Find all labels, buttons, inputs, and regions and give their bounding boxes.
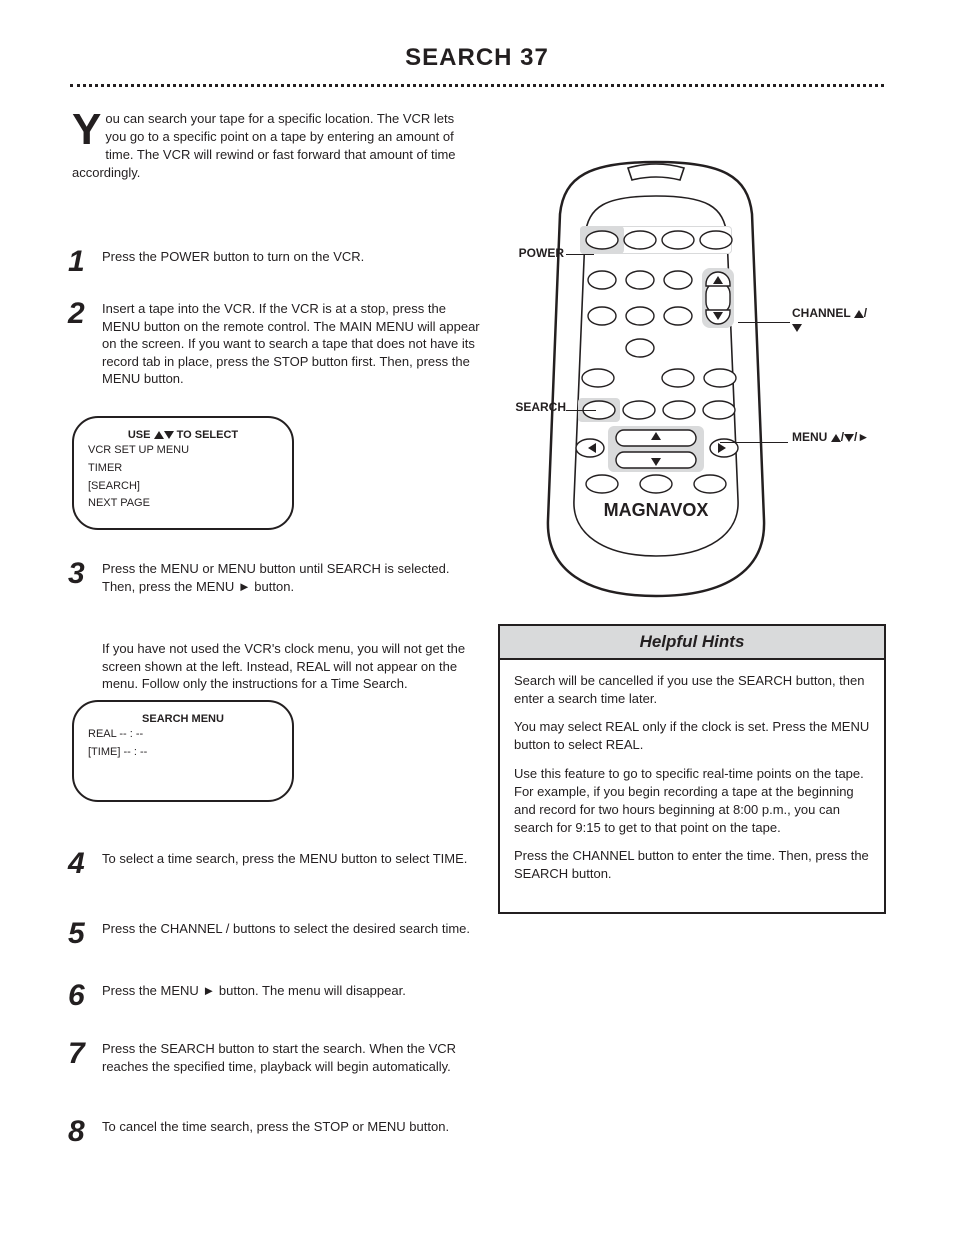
- step-text: Press the POWER button to turn on the VC…: [102, 249, 364, 264]
- bubble2-title: SEARCH MENU: [88, 712, 278, 727]
- callout-channel: CHANNEL /: [792, 306, 872, 334]
- step-4: 4 To select a time search, press the MEN…: [102, 850, 484, 868]
- bubble1-line2: TIMER: [88, 461, 278, 476]
- step-number: 4: [68, 844, 85, 885]
- triangle-up-icon: [854, 310, 864, 318]
- step-number: 1: [68, 242, 85, 283]
- step-text: If you have not used the VCR's clock men…: [102, 641, 465, 691]
- intro-dropcap: Y: [72, 110, 105, 150]
- triangle-up-icon: [831, 434, 841, 442]
- step-number: 6: [68, 976, 85, 1017]
- page-title: SEARCH 37: [0, 44, 954, 72]
- step-text: Press the MENU ► button. The menu will d…: [102, 983, 406, 998]
- step-text: Press the SEARCH button to start the sea…: [102, 1041, 456, 1074]
- bubble1-line1: VCR SET UP MENU: [88, 443, 278, 458]
- step-2: 2 Insert a tape into the VCR. If the VCR…: [102, 300, 484, 388]
- tv-screen-main-menu: USE TO SELECT VCR SET UP MENU TIMER [SEA…: [72, 416, 294, 530]
- bubble1-line3: [SEARCH]: [88, 479, 278, 494]
- step-number: 3: [68, 554, 85, 595]
- step-text: To cancel the time search, press the STO…: [102, 1119, 449, 1134]
- page: SEARCH 37 Y ou can search your tape for …: [0, 0, 954, 1235]
- step-number: 8: [68, 1112, 85, 1153]
- step-7: 7 Press the SEARCH button to start the s…: [102, 1040, 484, 1075]
- intro-paragraph: Y ou can search your tape for a specific…: [72, 110, 472, 182]
- step-text: Insert a tape into the VCR. If the VCR i…: [102, 301, 480, 386]
- step-5: 5 Press the CHANNEL / buttons to select …: [102, 920, 484, 938]
- triangle-down-icon: [792, 324, 802, 332]
- callout-line: [566, 254, 594, 255]
- triangle-down-icon: [844, 434, 854, 442]
- callout-line: [720, 442, 788, 443]
- bubble1-title: USE TO SELECT: [88, 428, 278, 443]
- step-number: 5: [68, 914, 85, 955]
- triangle-down-icon: [164, 431, 174, 439]
- step-3: 3 Press the MENU or MENU button until SE…: [102, 560, 484, 595]
- tv-screen-search-menu: SEARCH MENU REAL -- : -- [TIME] -- : --: [72, 700, 294, 802]
- callout-menu: MENU //►: [792, 430, 872, 444]
- bubble1-line4: NEXT PAGE: [88, 496, 278, 511]
- step-3-continued: If you have not used the VCR's clock men…: [102, 640, 484, 693]
- callout-menu-label: MENU: [792, 430, 827, 444]
- intro-body: ou can search your tape for a specific l…: [72, 111, 456, 180]
- hint-paragraph-3: Use this feature to go to specific real-…: [514, 765, 870, 838]
- callout-power: POWER: [504, 246, 564, 260]
- step-text: Press the CHANNEL / buttons to select th…: [102, 921, 470, 936]
- dotted-rule: [70, 84, 884, 87]
- callout-line: [566, 410, 596, 411]
- step-6: 6 Press the MENU ► button. The menu will…: [102, 982, 484, 1000]
- step-1: 1 Press the POWER button to turn on the …: [102, 248, 484, 266]
- callout-search: SEARCH: [490, 400, 566, 414]
- step-text: Press the MENU or MENU button until SEAR…: [102, 561, 450, 594]
- step-text: To select a time search, press the MENU …: [102, 851, 467, 866]
- step-number: 2: [68, 294, 85, 335]
- step-number: 7: [68, 1034, 85, 1075]
- callout-channel-label: CHANNEL: [792, 306, 850, 320]
- step-8: 8 To cancel the time search, press the S…: [102, 1118, 484, 1136]
- bubble2-line1: REAL -- : --: [88, 727, 278, 742]
- remote-illustration: MAGNAVOX: [530, 160, 782, 600]
- brand-logo: MAGNAVOX: [604, 500, 709, 520]
- remote-svg: MAGNAVOX: [530, 160, 782, 600]
- helpful-hints-title: Helpful Hints: [500, 626, 884, 660]
- helpful-hints-body: Search will be cancelled if you use the …: [500, 660, 884, 912]
- helpful-hints-box: Helpful Hints Search will be cancelled i…: [498, 624, 886, 914]
- hint-paragraph-4: Press the CHANNEL button to enter the ti…: [514, 847, 870, 883]
- triangle-up-icon: [154, 431, 164, 439]
- hint-paragraph-1: Search will be cancelled if you use the …: [514, 672, 870, 708]
- callout-line: [738, 322, 790, 323]
- hint-paragraph-2: You may select REAL only if the clock is…: [514, 718, 870, 754]
- bubble2-line2: [TIME] -- : --: [88, 745, 278, 760]
